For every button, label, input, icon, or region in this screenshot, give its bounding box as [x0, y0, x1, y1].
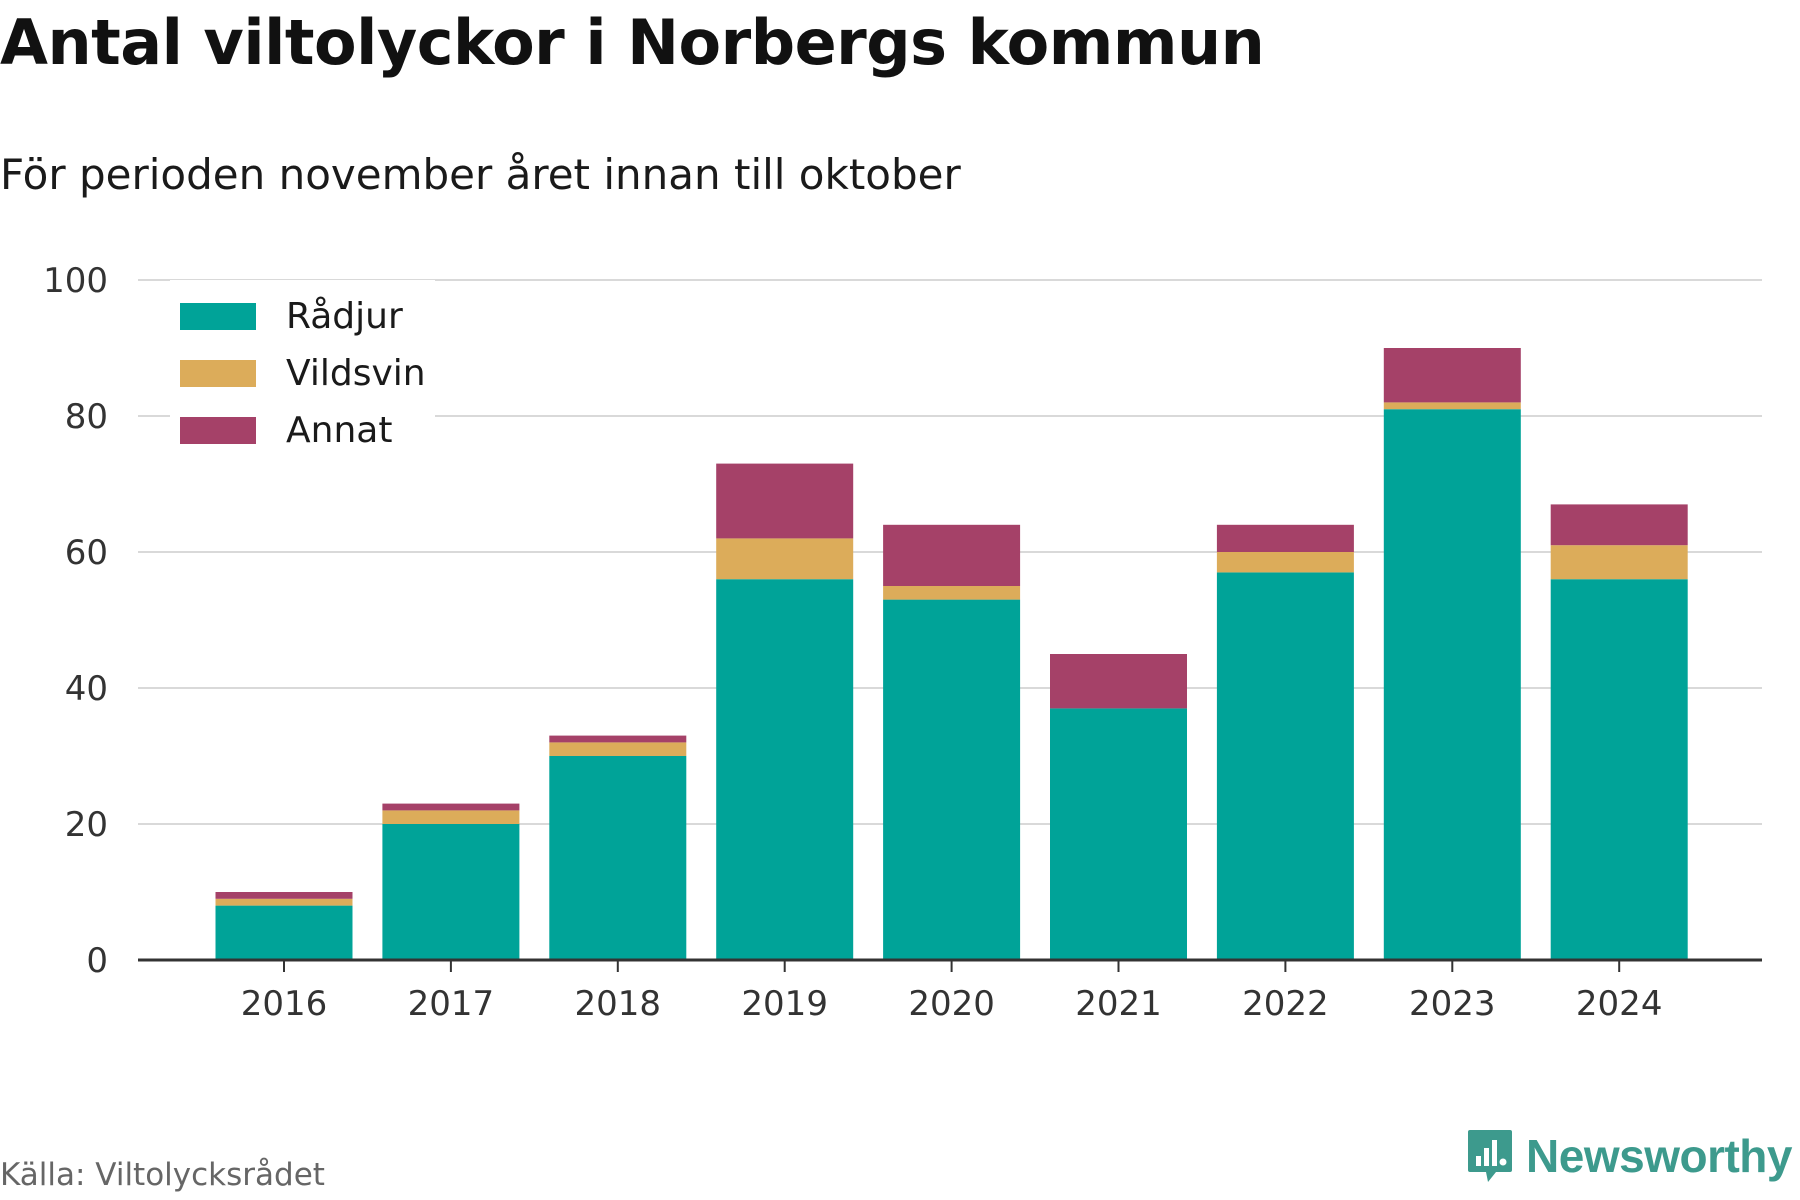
bar-2023-annat: [1383, 348, 1521, 403]
x-tick-label-2020: 2020: [908, 984, 995, 1024]
x-tick-label-2017: 2017: [408, 984, 495, 1024]
bar-2024-annat: [1550, 504, 1688, 546]
bar-2017-r-djur: [382, 824, 520, 960]
y-tick-label-100: 100: [43, 261, 108, 301]
axes: 0 20 40 60 80 100 2016 2017 2018 2019 2020 2021 2022…: [43, 261, 1762, 1024]
bars: [215, 348, 1688, 960]
legend-swatch-radjur: [180, 303, 256, 330]
bar-2017-annat: [382, 803, 520, 811]
bar-2019-r-djur: [716, 579, 854, 960]
bar-2020-annat: [883, 524, 1021, 586]
legend-item-radjur: Rådjur: [170, 288, 435, 345]
y-tick-label-0: 0: [86, 941, 108, 981]
x-tick-label-2021: 2021: [1075, 984, 1162, 1024]
source-note: Källa: Viltolycksrådet: [0, 1157, 325, 1193]
y-tick-label-80: 80: [65, 397, 108, 437]
chart-subtitle: För perioden november året innan till ok…: [0, 150, 961, 199]
bar-2021-annat: [1050, 654, 1187, 709]
newsworthy-logo-icon: [1468, 1130, 1513, 1182]
legend-item-annat: Annat: [170, 402, 435, 459]
bar-2020-vildsvin: [883, 586, 1021, 600]
x-tick-label-2019: 2019: [741, 984, 828, 1024]
legend: Rådjur Vildsvin Annat: [170, 280, 435, 467]
y-tick-label-20: 20: [65, 805, 108, 845]
bar-2017-vildsvin: [382, 810, 520, 824]
y-tick-label-60: 60: [65, 533, 108, 573]
bar-2023-vildsvin: [1383, 402, 1521, 410]
bar-2023-r-djur: [1383, 409, 1521, 960]
bar-2016-r-djur: [215, 905, 353, 960]
bar-2020-r-djur: [883, 599, 1021, 960]
bar-2018-annat: [549, 735, 687, 743]
bar-2016-annat: [215, 892, 353, 899]
x-tick-label-2024: 2024: [1576, 984, 1663, 1024]
bar-2021-r-djur: [1050, 708, 1187, 960]
brand-name: Newsworthy: [1526, 1130, 1792, 1182]
bar-2018-vildsvin: [549, 742, 687, 756]
legend-item-vildsvin: Vildsvin: [170, 345, 435, 402]
x-tick-label-2018: 2018: [575, 984, 662, 1024]
legend-label-vildsvin: Vildsvin: [286, 353, 426, 394]
bar-2019-vildsvin: [716, 538, 854, 580]
legend-label-radjur: Rådjur: [286, 296, 403, 337]
bar-2022-vildsvin: [1216, 552, 1354, 573]
legend-label-annat: Annat: [286, 410, 393, 451]
bar-2022-r-djur: [1216, 572, 1354, 960]
legend-swatch-annat: [180, 417, 256, 444]
bar-2022-annat: [1216, 524, 1354, 552]
bar-2019-annat: [716, 463, 854, 539]
x-tick-label-2022: 2022: [1242, 984, 1329, 1024]
y-tick-label-40: 40: [65, 669, 108, 709]
x-tick-label-2016: 2016: [241, 984, 328, 1024]
bar-2024-r-djur: [1550, 579, 1688, 960]
bar-2016-vildsvin: [215, 898, 353, 906]
chart-title: Antal viltolyckor i Norbergs kommun: [0, 6, 1265, 79]
bar-2018-r-djur: [549, 756, 687, 960]
brand-logo[interactable]: Newsworthy: [1466, 1128, 1792, 1184]
legend-swatch-vildsvin: [180, 360, 256, 387]
x-tick-label-2023: 2023: [1409, 984, 1496, 1024]
bar-2024-vildsvin: [1550, 545, 1688, 580]
